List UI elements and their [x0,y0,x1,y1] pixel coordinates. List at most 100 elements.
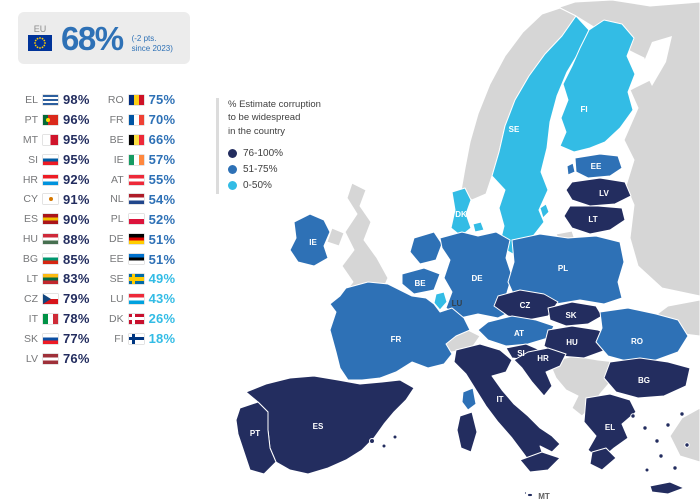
ranking-row: AT 55% [102,170,176,190]
country-code: ES [23,213,38,226]
ranking-row: HU 88% [16,229,90,249]
map-label-lv: LV [599,189,609,198]
ranking-row: FR 70% [102,110,176,130]
ranking-row: IT 78% [16,309,90,329]
map-country-slovakia [547,301,603,327]
map-label-ie: IE [309,238,317,247]
flag-icon-dk [128,313,144,324]
country-code: EL [25,93,38,106]
ranking-row: FI 18% [102,329,176,349]
map-country-austria [477,315,555,347]
flag-icon-hr [43,174,58,185]
country-code: SK [23,332,38,345]
ranking-row: CY 91% [16,189,90,209]
ranking-column: EL 98% PT 96% MT 95% SI 95% HR 92% CY 91% ES 90% HU 88%… [16,90,90,368]
flag-icon-es [43,214,58,225]
eu-flag-icon [28,35,52,51]
country-code: LT [26,272,38,285]
map-country-belgium [401,267,441,295]
country-code: IT [28,312,38,325]
eu-average-value: 68% [61,19,124,57]
country-value: 49% [148,271,176,287]
country-value: 43% [148,291,176,307]
map-country-latvia [565,177,632,207]
country-value: 83% [63,271,90,287]
legend-dot-0-50 [228,181,237,191]
country-value: 95% [63,152,90,168]
ranking-row: SE 49% [102,269,176,289]
country-ranking-list: EL 98% PT 96% MT 95% SI 95% HR 92% CY 91% ES 90% HU 88%… [16,90,175,368]
map-country-poland [507,233,625,305]
ranking-row: BE 66% [102,130,176,150]
ranking-column: RO 75% FR 70% BE 66% IE 57% AT 55% NL 54% PL 52% DE 51%… [102,90,176,368]
flag-icon-ro [128,94,144,105]
country-code: BE [109,133,124,146]
ranking-row: IE 57% [102,150,176,170]
ranking-row: SI 95% [16,150,90,170]
country-code: IE [113,153,124,166]
map-island-zealand [472,221,485,233]
country-code: DE [109,233,124,246]
country-code: BG [22,253,38,266]
flag-icon-pl [128,214,144,225]
country-value: 92% [63,172,90,187]
map-label-sk: SK [565,311,576,320]
country-code: DK [109,312,124,325]
flag-icon-fi [128,333,144,344]
map-label-ro: RO [631,337,643,346]
country-value: 55% [148,172,176,187]
map-label-mt: MT [538,492,550,501]
flag-icon-si [43,154,58,165]
map-country-estonia [574,153,623,179]
map-label-hr: HR [537,354,549,363]
country-code: AT [110,173,124,186]
map-island-corsica [461,387,477,411]
flag-icon-hu [43,234,58,245]
map-label-bg: BG [638,376,650,385]
map-label-cz: CZ [520,301,531,310]
map-country-turkey [669,407,700,463]
flag-icon-el [43,94,58,105]
legend-item-label: 0-50% [243,180,272,192]
map-label-pt: PT [250,429,260,438]
flag-icon-ie [128,154,144,165]
country-value: 51% [148,231,176,247]
country-code: SI [28,153,38,166]
legend-dot-51-75 [228,165,237,175]
country-value: 85% [63,251,90,267]
ranking-row: SK 77% [16,329,90,349]
country-code: CY [23,193,38,206]
ranking-row: LT 83% [16,269,90,289]
map-island-sicily [519,451,561,473]
flag-icon-fr [128,114,144,125]
legend-item-label: 51-75% [243,164,278,176]
map-label-pl: PL [558,264,568,273]
flag-icon-mt [43,134,58,145]
map-country-romania [595,307,689,363]
legend-item-label: 76-100% [243,148,284,160]
flag-icon-lt [43,273,58,284]
country-value: 88% [63,231,90,247]
eu-label: EU [33,24,47,34]
country-code: CZ [24,292,38,305]
ranking-row: CZ 79% [16,289,90,309]
country-value: 95% [63,132,90,148]
map-aegean-islands [630,411,690,473]
ranking-row: LU 43% [102,289,176,309]
country-value: 90% [63,211,90,227]
map-label-si: SI [517,349,525,358]
ranking-row: DE 51% [102,229,176,249]
map-country-croatia [513,347,567,397]
country-value: 18% [148,331,176,347]
flag-icon-lv [43,353,58,364]
map-island-gotland [539,203,550,219]
map-country-czechia [493,289,559,321]
country-code: HR [22,173,38,186]
country-code: FI [114,332,124,345]
map-country-greece [583,393,637,461]
country-value: 79% [63,291,90,307]
country-value: 57% [148,152,176,168]
eu-flag-block: EU [28,25,52,51]
map-country-lithuania [563,205,626,235]
